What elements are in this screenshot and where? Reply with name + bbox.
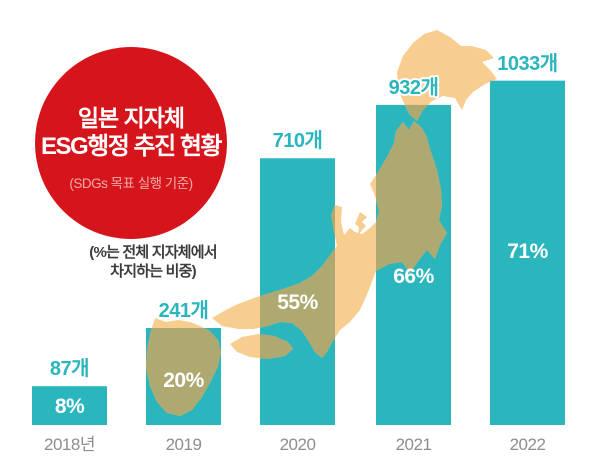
axis-label-2018: 2018년 — [44, 435, 95, 454]
axis-label-2021: 2021 — [395, 435, 432, 454]
title-subtitle: (SDGs 목표 실행 기준) — [69, 175, 193, 191]
count-label-2020: 710개 — [272, 130, 323, 153]
percent-label-2019: 20% — [163, 368, 204, 392]
count-label-2022: 1033개 — [497, 52, 558, 75]
note-line1: (%는 전체 지자체에서 — [89, 244, 217, 261]
count-label-2019: 241개 — [158, 300, 209, 322]
title-line1: 일본 지자체 — [77, 104, 185, 131]
percent-label-2021: 66% — [393, 264, 434, 288]
title-badge: 일본 지자체 ESG행정 추진 현황 (SDGs 목표 실행 기준) — [35, 47, 227, 239]
axis-label-2020: 2020 — [279, 435, 316, 454]
bar-2018 — [32, 386, 107, 425]
percent-label-2020: 55% — [277, 290, 318, 314]
axis-label-2019: 2019 — [165, 435, 202, 454]
percent-label-2022: 71% — [507, 239, 548, 263]
sado-island — [355, 212, 367, 235]
count-label-2021: 932개 — [388, 76, 439, 99]
percentage-note: (%는 전체 지자체에서 차지하는 비중) — [58, 243, 248, 281]
title-line2: ESG행정 추진 현황 — [41, 132, 223, 160]
bar-2022 — [490, 80, 565, 426]
note-line2: 차지하는 비중) — [110, 263, 196, 280]
count-label-2018: 87개 — [49, 358, 90, 381]
percent-label-2018: 8% — [54, 394, 85, 418]
axis-label-2022: 2022 — [509, 435, 546, 454]
